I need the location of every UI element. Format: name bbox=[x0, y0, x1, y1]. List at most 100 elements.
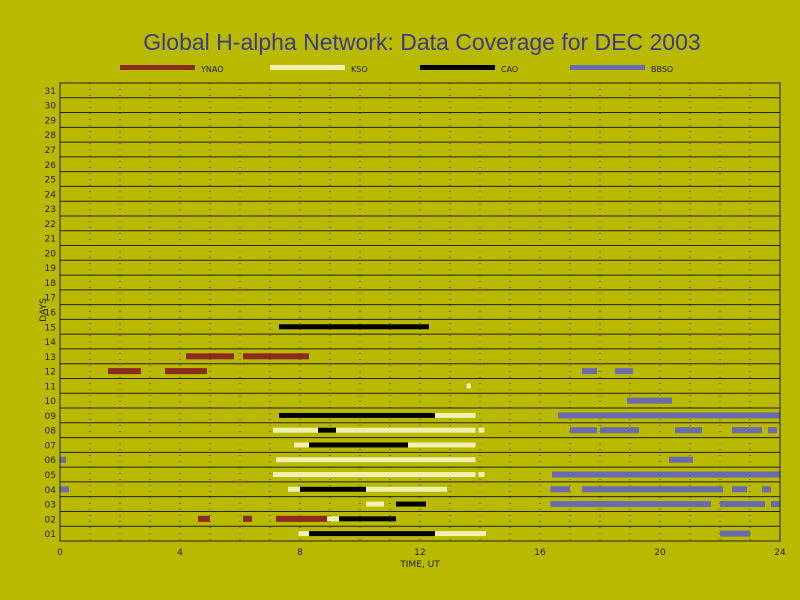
y-tick-label: 17 bbox=[45, 294, 56, 304]
coverage-bar bbox=[762, 486, 771, 493]
legend-label: KSO bbox=[351, 65, 368, 74]
coverage-bar bbox=[552, 471, 780, 478]
y-tick-label: 22 bbox=[45, 220, 56, 230]
series-bbso bbox=[60, 368, 780, 537]
coverage-bar bbox=[276, 515, 329, 522]
y-tick-label: 28 bbox=[45, 131, 57, 141]
coverage-bar bbox=[627, 397, 672, 404]
coverage-bar bbox=[243, 515, 252, 522]
coverage-bar bbox=[279, 412, 435, 418]
y-tick-label: 03 bbox=[45, 501, 56, 511]
coverage-bar bbox=[669, 456, 693, 463]
y-tick-label: 21 bbox=[45, 235, 56, 245]
y-tick-label: 26 bbox=[45, 161, 57, 171]
grid bbox=[60, 83, 780, 542]
x-axis-label: TIME, UT bbox=[399, 560, 440, 570]
legend-label: CAO bbox=[501, 65, 518, 74]
plot-frame bbox=[59, 82, 781, 542]
chart-title: Global H-alpha Network: Data Coverage fo… bbox=[143, 29, 700, 55]
x-tick-label: 12 bbox=[414, 548, 425, 558]
y-tick-label: 25 bbox=[45, 176, 56, 186]
coverage-bar bbox=[279, 324, 429, 330]
coverage-bar bbox=[108, 368, 141, 375]
y-tick-label: 05 bbox=[45, 471, 56, 481]
y-tick-label: 19 bbox=[45, 264, 57, 274]
y-tick-label: 24 bbox=[45, 190, 57, 200]
coverage-bar bbox=[60, 456, 66, 463]
series-kso bbox=[273, 383, 486, 537]
coverage-bar bbox=[771, 501, 780, 508]
coverage-bar bbox=[186, 353, 234, 360]
legend-label: BBSO bbox=[651, 65, 673, 74]
y-tick-label: 31 bbox=[45, 87, 56, 97]
y-tick-label: 06 bbox=[45, 456, 57, 466]
coverage-bar bbox=[309, 531, 435, 537]
y-tick-label: 30 bbox=[45, 102, 57, 112]
x-tick-label: 20 bbox=[654, 548, 666, 558]
y-tick-label: 04 bbox=[45, 486, 57, 496]
coverage-bars bbox=[60, 324, 780, 537]
legend-label: YNAO bbox=[200, 65, 224, 74]
coverage-bar bbox=[366, 501, 384, 507]
coverage-bar bbox=[60, 486, 69, 493]
x-tick-label: 0 bbox=[57, 548, 63, 558]
y-tick-label: 02 bbox=[45, 515, 56, 525]
coverage-bar bbox=[615, 368, 633, 375]
y-tick-label: 23 bbox=[45, 205, 56, 215]
coverage-bar bbox=[198, 515, 210, 522]
legend-swatch bbox=[270, 65, 345, 70]
coverage-bar bbox=[550, 486, 570, 493]
y-tick-label: 10 bbox=[45, 397, 57, 407]
coverage-bar bbox=[309, 442, 408, 448]
y-tick-label: 20 bbox=[45, 249, 57, 259]
coverage-bar bbox=[558, 412, 780, 419]
coverage-bar bbox=[396, 501, 426, 507]
y-tick-label: 18 bbox=[45, 279, 57, 289]
coverage-bar bbox=[478, 472, 485, 478]
coverage-bar bbox=[732, 486, 747, 493]
series-cao bbox=[279, 324, 435, 537]
coverage-bar bbox=[276, 457, 476, 463]
coverage-bar bbox=[675, 427, 702, 434]
y-tick-labels: 01 02 03 04 05 06 07 08 09 10 11 12 13 14 15 16 17 18 19 20… bbox=[45, 87, 57, 540]
coverage-bar bbox=[600, 427, 639, 434]
y-tick-label: 29 bbox=[45, 116, 57, 126]
coverage-bar bbox=[732, 427, 762, 434]
coverage-bar bbox=[300, 486, 366, 492]
y-tick-label: 11 bbox=[45, 382, 56, 392]
x-tick-label: 16 bbox=[534, 548, 546, 558]
y-tick-label: 27 bbox=[45, 146, 56, 156]
x-tick-labels: 0 4 8 12 16 20 24 bbox=[57, 548, 786, 558]
coverage-bar bbox=[243, 353, 309, 360]
y-tick-label: 13 bbox=[45, 353, 56, 363]
coverage-bar bbox=[273, 472, 476, 478]
coverage-bar bbox=[165, 368, 207, 375]
coverage-bar bbox=[720, 501, 765, 508]
legend-swatch bbox=[420, 65, 495, 70]
x-tick-label: 4 bbox=[177, 548, 183, 558]
y-tick-label: 16 bbox=[45, 309, 57, 319]
coverage-bar bbox=[570, 427, 597, 434]
coverage-bar bbox=[273, 427, 476, 433]
y-tick-label: 15 bbox=[45, 323, 56, 333]
coverage-bar bbox=[478, 427, 485, 433]
coverage-bar bbox=[339, 516, 396, 522]
coverage-bar bbox=[768, 427, 777, 434]
coverage-bar bbox=[720, 530, 750, 537]
coverage-bar bbox=[582, 368, 597, 375]
coverage-bar bbox=[327, 516, 339, 522]
coverage-bar bbox=[582, 486, 723, 493]
y-tick-label: 14 bbox=[45, 338, 57, 348]
series-ynao bbox=[108, 353, 329, 522]
y-tick-label: 07 bbox=[45, 441, 56, 451]
x-tick-label: 8 bbox=[297, 548, 303, 558]
legend-swatch bbox=[570, 65, 645, 70]
x-tick-label: 24 bbox=[774, 548, 786, 558]
legend: YNAO KSO CAO BBSO bbox=[120, 65, 673, 74]
y-tick-label: 12 bbox=[45, 368, 56, 378]
y-tick-label: 01 bbox=[45, 530, 56, 540]
coverage-bar bbox=[466, 383, 471, 389]
coverage-bar bbox=[550, 501, 711, 508]
y-axis-label: DAYS bbox=[39, 298, 49, 322]
